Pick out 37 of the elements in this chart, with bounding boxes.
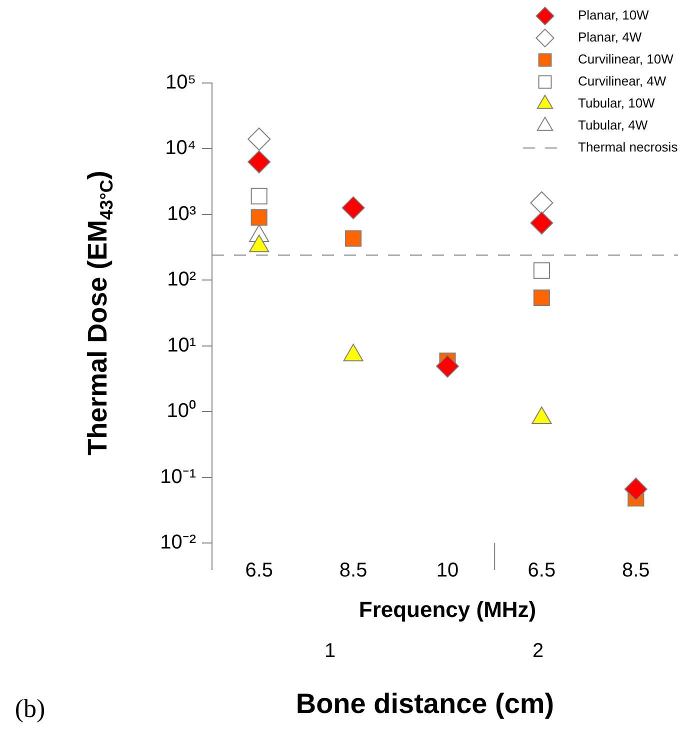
legend-label: Tubular, 10W (578, 96, 656, 111)
x-tick-label: 6.5 (528, 560, 556, 582)
x-tick-label: 10 (436, 560, 459, 582)
point (533, 262, 550, 279)
x-tick-label: 8.5 (622, 560, 650, 582)
point (530, 191, 554, 214)
y-tick-label: 10³ (167, 202, 196, 225)
point (436, 354, 459, 378)
point (250, 188, 268, 204)
point (342, 196, 365, 220)
y-tick-label: 10⁻² (160, 532, 196, 554)
y-tick-label: 10⁰ (166, 399, 196, 422)
point (624, 478, 648, 501)
legend-label: Thermal necrosis (578, 140, 678, 155)
text: (b) (14, 694, 46, 724)
x-axis-title: Frequency (MHz) (358, 596, 536, 622)
point (530, 212, 554, 235)
y-tick-label: 10¹ (167, 334, 196, 356)
legend-label: Planar, 4W (578, 30, 642, 45)
legend-label: Curvilinear, 4W (578, 74, 667, 89)
legend-label: Curvilinear, 10W (578, 52, 674, 67)
point (533, 289, 550, 306)
y-tick-label: 10² (167, 268, 196, 291)
legend-label: Planar, 10W (578, 8, 650, 23)
y-tick-label: 10⁻¹ (160, 466, 196, 488)
text: Bone distance (cm) (296, 688, 554, 720)
x-tick-label: 6.5 (245, 560, 274, 582)
point (248, 150, 271, 174)
text: 1 (324, 640, 336, 663)
y-tick-label: 10⁴ (165, 137, 196, 160)
x-tick-label: 8.5 (339, 560, 368, 582)
point (345, 230, 362, 247)
y-tick-label: 10⁵ (165, 72, 196, 94)
point (250, 209, 268, 226)
point (248, 128, 271, 151)
text: 2 (532, 640, 544, 663)
legend-label: Tubular, 4W (578, 118, 648, 133)
